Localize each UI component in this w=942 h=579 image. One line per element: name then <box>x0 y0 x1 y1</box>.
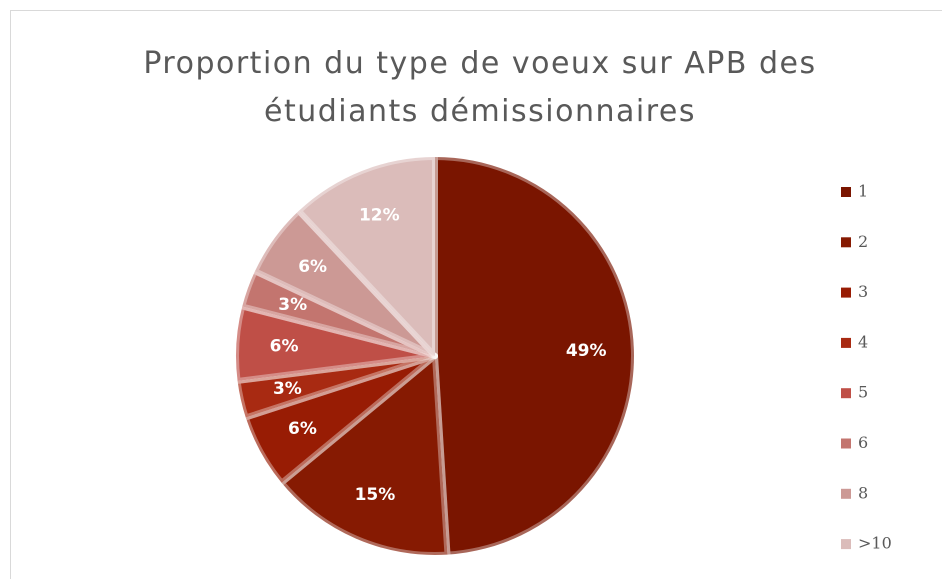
data-label: 12% <box>359 205 400 225</box>
legend-label: >10 <box>858 534 892 553</box>
legend-label: 8 <box>858 483 868 502</box>
data-label: 6% <box>270 337 299 357</box>
legend-swatch <box>841 388 851 399</box>
legend-swatch <box>841 187 851 197</box>
legend-label: 5 <box>858 383 868 402</box>
pie-slice <box>251 207 438 359</box>
pie-slice <box>295 154 438 359</box>
pie-slice <box>432 154 637 558</box>
pie-slice <box>233 303 438 384</box>
pie-slice <box>234 353 438 421</box>
data-label: 49% <box>566 341 607 361</box>
legend-label: 6 <box>858 433 868 452</box>
pie-slice <box>278 353 451 558</box>
legend-swatch <box>841 539 851 550</box>
legend-swatch <box>841 488 851 499</box>
chart-border <box>10 10 942 579</box>
data-label: 3% <box>273 379 302 399</box>
legend-label: 2 <box>858 232 868 251</box>
legend-label: 4 <box>858 332 868 351</box>
pie-slice <box>242 353 438 486</box>
legend-label: 1 <box>858 182 868 201</box>
data-label: 15% <box>355 485 396 505</box>
data-label: 6% <box>288 419 317 439</box>
chart-title: Proportion du type de voeux sur APB des … <box>143 46 817 129</box>
legend-label: 3 <box>858 282 868 301</box>
data-label: 6% <box>298 257 327 277</box>
pie-slice <box>239 268 438 359</box>
data-label: 3% <box>278 295 307 315</box>
legend-swatch <box>841 337 851 348</box>
legend-swatch <box>841 237 851 248</box>
legend-swatch <box>841 287 851 298</box>
legend-swatch <box>841 438 851 449</box>
